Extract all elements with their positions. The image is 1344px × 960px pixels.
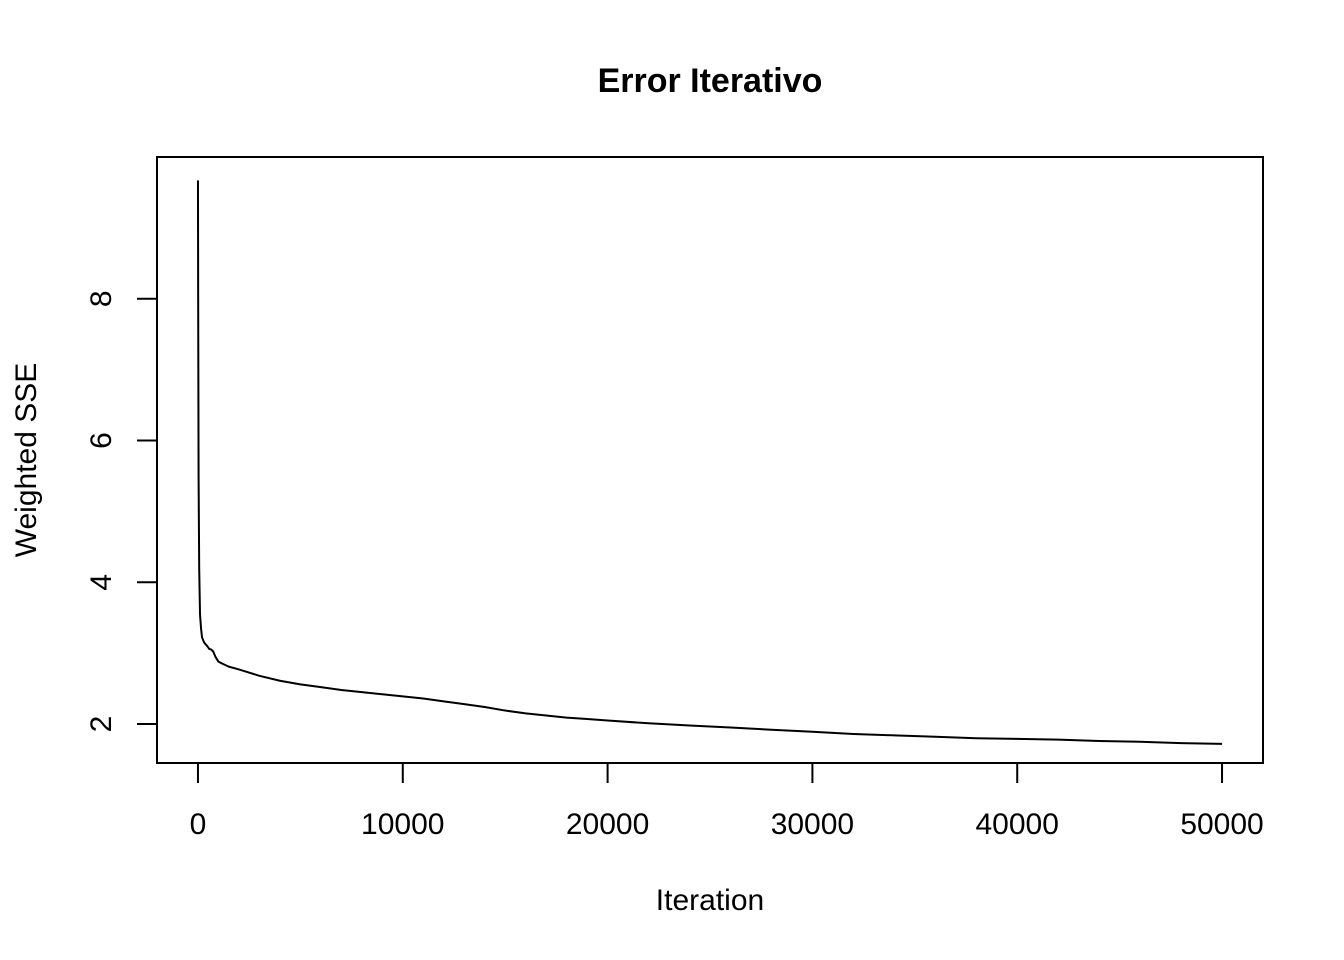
x-axis: 0 10000 20000 30000 40000 50000: [190, 762, 1264, 841]
chart-title: Error Iterativo: [598, 62, 823, 100]
x-tick-label: 10000: [361, 808, 444, 841]
x-tick-label: 40000: [976, 808, 1059, 841]
y-axis-label: Weighted SSE: [10, 363, 43, 558]
series-group: [196, 180, 1223, 745]
y-tick-label: 6: [85, 432, 118, 449]
y-tick-label: 8: [85, 290, 118, 307]
x-tick-label: 50000: [1180, 808, 1263, 841]
x-tick-label: 20000: [566, 808, 649, 841]
y-tick-label: 4: [85, 574, 118, 591]
series-line: [196, 180, 1223, 745]
x-tick-label: 30000: [771, 808, 854, 841]
plot-frame: [156, 156, 1264, 764]
x-tick-label: 0: [190, 808, 207, 841]
y-tick-label: 2: [85, 716, 118, 733]
x-axis-label: Iteration: [656, 884, 764, 917]
y-axis: 2 4 6 8: [85, 290, 158, 733]
